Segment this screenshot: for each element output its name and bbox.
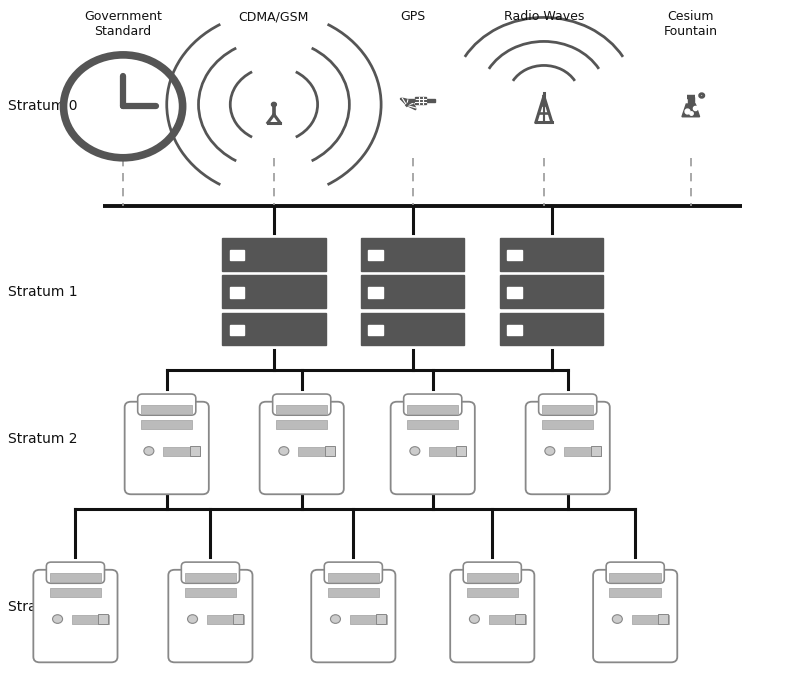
FancyBboxPatch shape xyxy=(229,287,244,298)
FancyBboxPatch shape xyxy=(500,275,603,308)
FancyBboxPatch shape xyxy=(260,402,344,494)
FancyBboxPatch shape xyxy=(137,394,196,415)
FancyBboxPatch shape xyxy=(463,562,522,583)
Circle shape xyxy=(52,615,63,624)
FancyBboxPatch shape xyxy=(361,238,464,270)
FancyBboxPatch shape xyxy=(407,405,458,414)
FancyBboxPatch shape xyxy=(311,570,395,663)
FancyBboxPatch shape xyxy=(507,250,522,261)
FancyBboxPatch shape xyxy=(391,402,475,494)
FancyBboxPatch shape xyxy=(368,324,383,335)
FancyBboxPatch shape xyxy=(276,405,327,414)
Circle shape xyxy=(330,615,341,624)
FancyBboxPatch shape xyxy=(632,615,669,624)
FancyBboxPatch shape xyxy=(427,99,435,102)
FancyBboxPatch shape xyxy=(276,420,327,429)
Text: Cesium
Fountain: Cesium Fountain xyxy=(664,10,718,38)
Circle shape xyxy=(144,447,154,456)
FancyBboxPatch shape xyxy=(415,97,426,104)
FancyBboxPatch shape xyxy=(542,420,593,429)
Text: Radio Waves: Radio Waves xyxy=(503,10,584,23)
Circle shape xyxy=(272,102,276,106)
FancyBboxPatch shape xyxy=(526,402,610,494)
FancyBboxPatch shape xyxy=(507,324,522,335)
FancyBboxPatch shape xyxy=(450,570,534,663)
Circle shape xyxy=(187,615,198,624)
FancyBboxPatch shape xyxy=(361,275,464,308)
FancyBboxPatch shape xyxy=(164,447,200,456)
FancyBboxPatch shape xyxy=(658,614,668,624)
FancyBboxPatch shape xyxy=(489,615,526,624)
Text: Stratum 1: Stratum 1 xyxy=(8,285,78,298)
FancyBboxPatch shape xyxy=(233,614,243,624)
FancyBboxPatch shape xyxy=(33,570,118,663)
FancyBboxPatch shape xyxy=(325,446,334,456)
Circle shape xyxy=(469,615,480,624)
FancyBboxPatch shape xyxy=(50,588,101,597)
FancyBboxPatch shape xyxy=(500,313,603,345)
FancyBboxPatch shape xyxy=(361,313,464,345)
FancyBboxPatch shape xyxy=(507,287,522,298)
FancyBboxPatch shape xyxy=(328,573,379,582)
FancyBboxPatch shape xyxy=(141,420,192,429)
FancyBboxPatch shape xyxy=(125,402,209,494)
FancyBboxPatch shape xyxy=(324,562,383,583)
FancyBboxPatch shape xyxy=(407,99,414,102)
FancyBboxPatch shape xyxy=(181,562,240,583)
FancyBboxPatch shape xyxy=(229,250,244,261)
FancyBboxPatch shape xyxy=(229,324,244,335)
Text: Stratum 3: Stratum 3 xyxy=(8,600,78,614)
FancyBboxPatch shape xyxy=(564,447,601,456)
Text: Government
Standard: Government Standard xyxy=(84,10,162,38)
FancyBboxPatch shape xyxy=(407,420,458,429)
FancyBboxPatch shape xyxy=(349,615,387,624)
FancyBboxPatch shape xyxy=(606,562,665,583)
FancyBboxPatch shape xyxy=(610,588,661,597)
FancyBboxPatch shape xyxy=(141,405,192,414)
FancyBboxPatch shape xyxy=(190,446,199,456)
Polygon shape xyxy=(682,104,700,117)
Text: Stratum 0: Stratum 0 xyxy=(8,99,78,113)
FancyBboxPatch shape xyxy=(328,588,379,597)
FancyBboxPatch shape xyxy=(376,614,386,624)
FancyBboxPatch shape xyxy=(50,573,101,582)
FancyBboxPatch shape xyxy=(430,447,466,456)
FancyBboxPatch shape xyxy=(610,573,661,582)
FancyBboxPatch shape xyxy=(46,562,105,583)
FancyBboxPatch shape xyxy=(222,238,326,270)
FancyBboxPatch shape xyxy=(456,446,465,456)
Text: CDMA/GSM: CDMA/GSM xyxy=(239,10,309,23)
FancyBboxPatch shape xyxy=(98,614,108,624)
FancyBboxPatch shape xyxy=(593,570,677,663)
Circle shape xyxy=(410,447,420,456)
FancyBboxPatch shape xyxy=(591,446,600,456)
Circle shape xyxy=(612,615,622,624)
FancyBboxPatch shape xyxy=(71,615,109,624)
Text: Stratum 2: Stratum 2 xyxy=(8,432,78,446)
FancyBboxPatch shape xyxy=(272,394,331,415)
FancyBboxPatch shape xyxy=(538,394,597,415)
FancyBboxPatch shape xyxy=(368,287,383,298)
FancyBboxPatch shape xyxy=(299,447,335,456)
FancyBboxPatch shape xyxy=(368,250,383,261)
FancyBboxPatch shape xyxy=(515,614,525,624)
FancyBboxPatch shape xyxy=(403,394,462,415)
Polygon shape xyxy=(400,98,416,110)
FancyBboxPatch shape xyxy=(222,275,326,308)
FancyBboxPatch shape xyxy=(467,588,518,597)
FancyBboxPatch shape xyxy=(222,313,326,345)
FancyBboxPatch shape xyxy=(542,405,593,414)
FancyBboxPatch shape xyxy=(688,97,694,104)
FancyBboxPatch shape xyxy=(185,588,236,597)
FancyBboxPatch shape xyxy=(206,615,244,624)
FancyBboxPatch shape xyxy=(185,573,236,582)
FancyBboxPatch shape xyxy=(467,573,518,582)
Circle shape xyxy=(279,447,289,456)
FancyBboxPatch shape xyxy=(500,238,603,270)
Text: GPS: GPS xyxy=(400,10,426,23)
FancyBboxPatch shape xyxy=(168,570,252,663)
Circle shape xyxy=(545,447,555,456)
